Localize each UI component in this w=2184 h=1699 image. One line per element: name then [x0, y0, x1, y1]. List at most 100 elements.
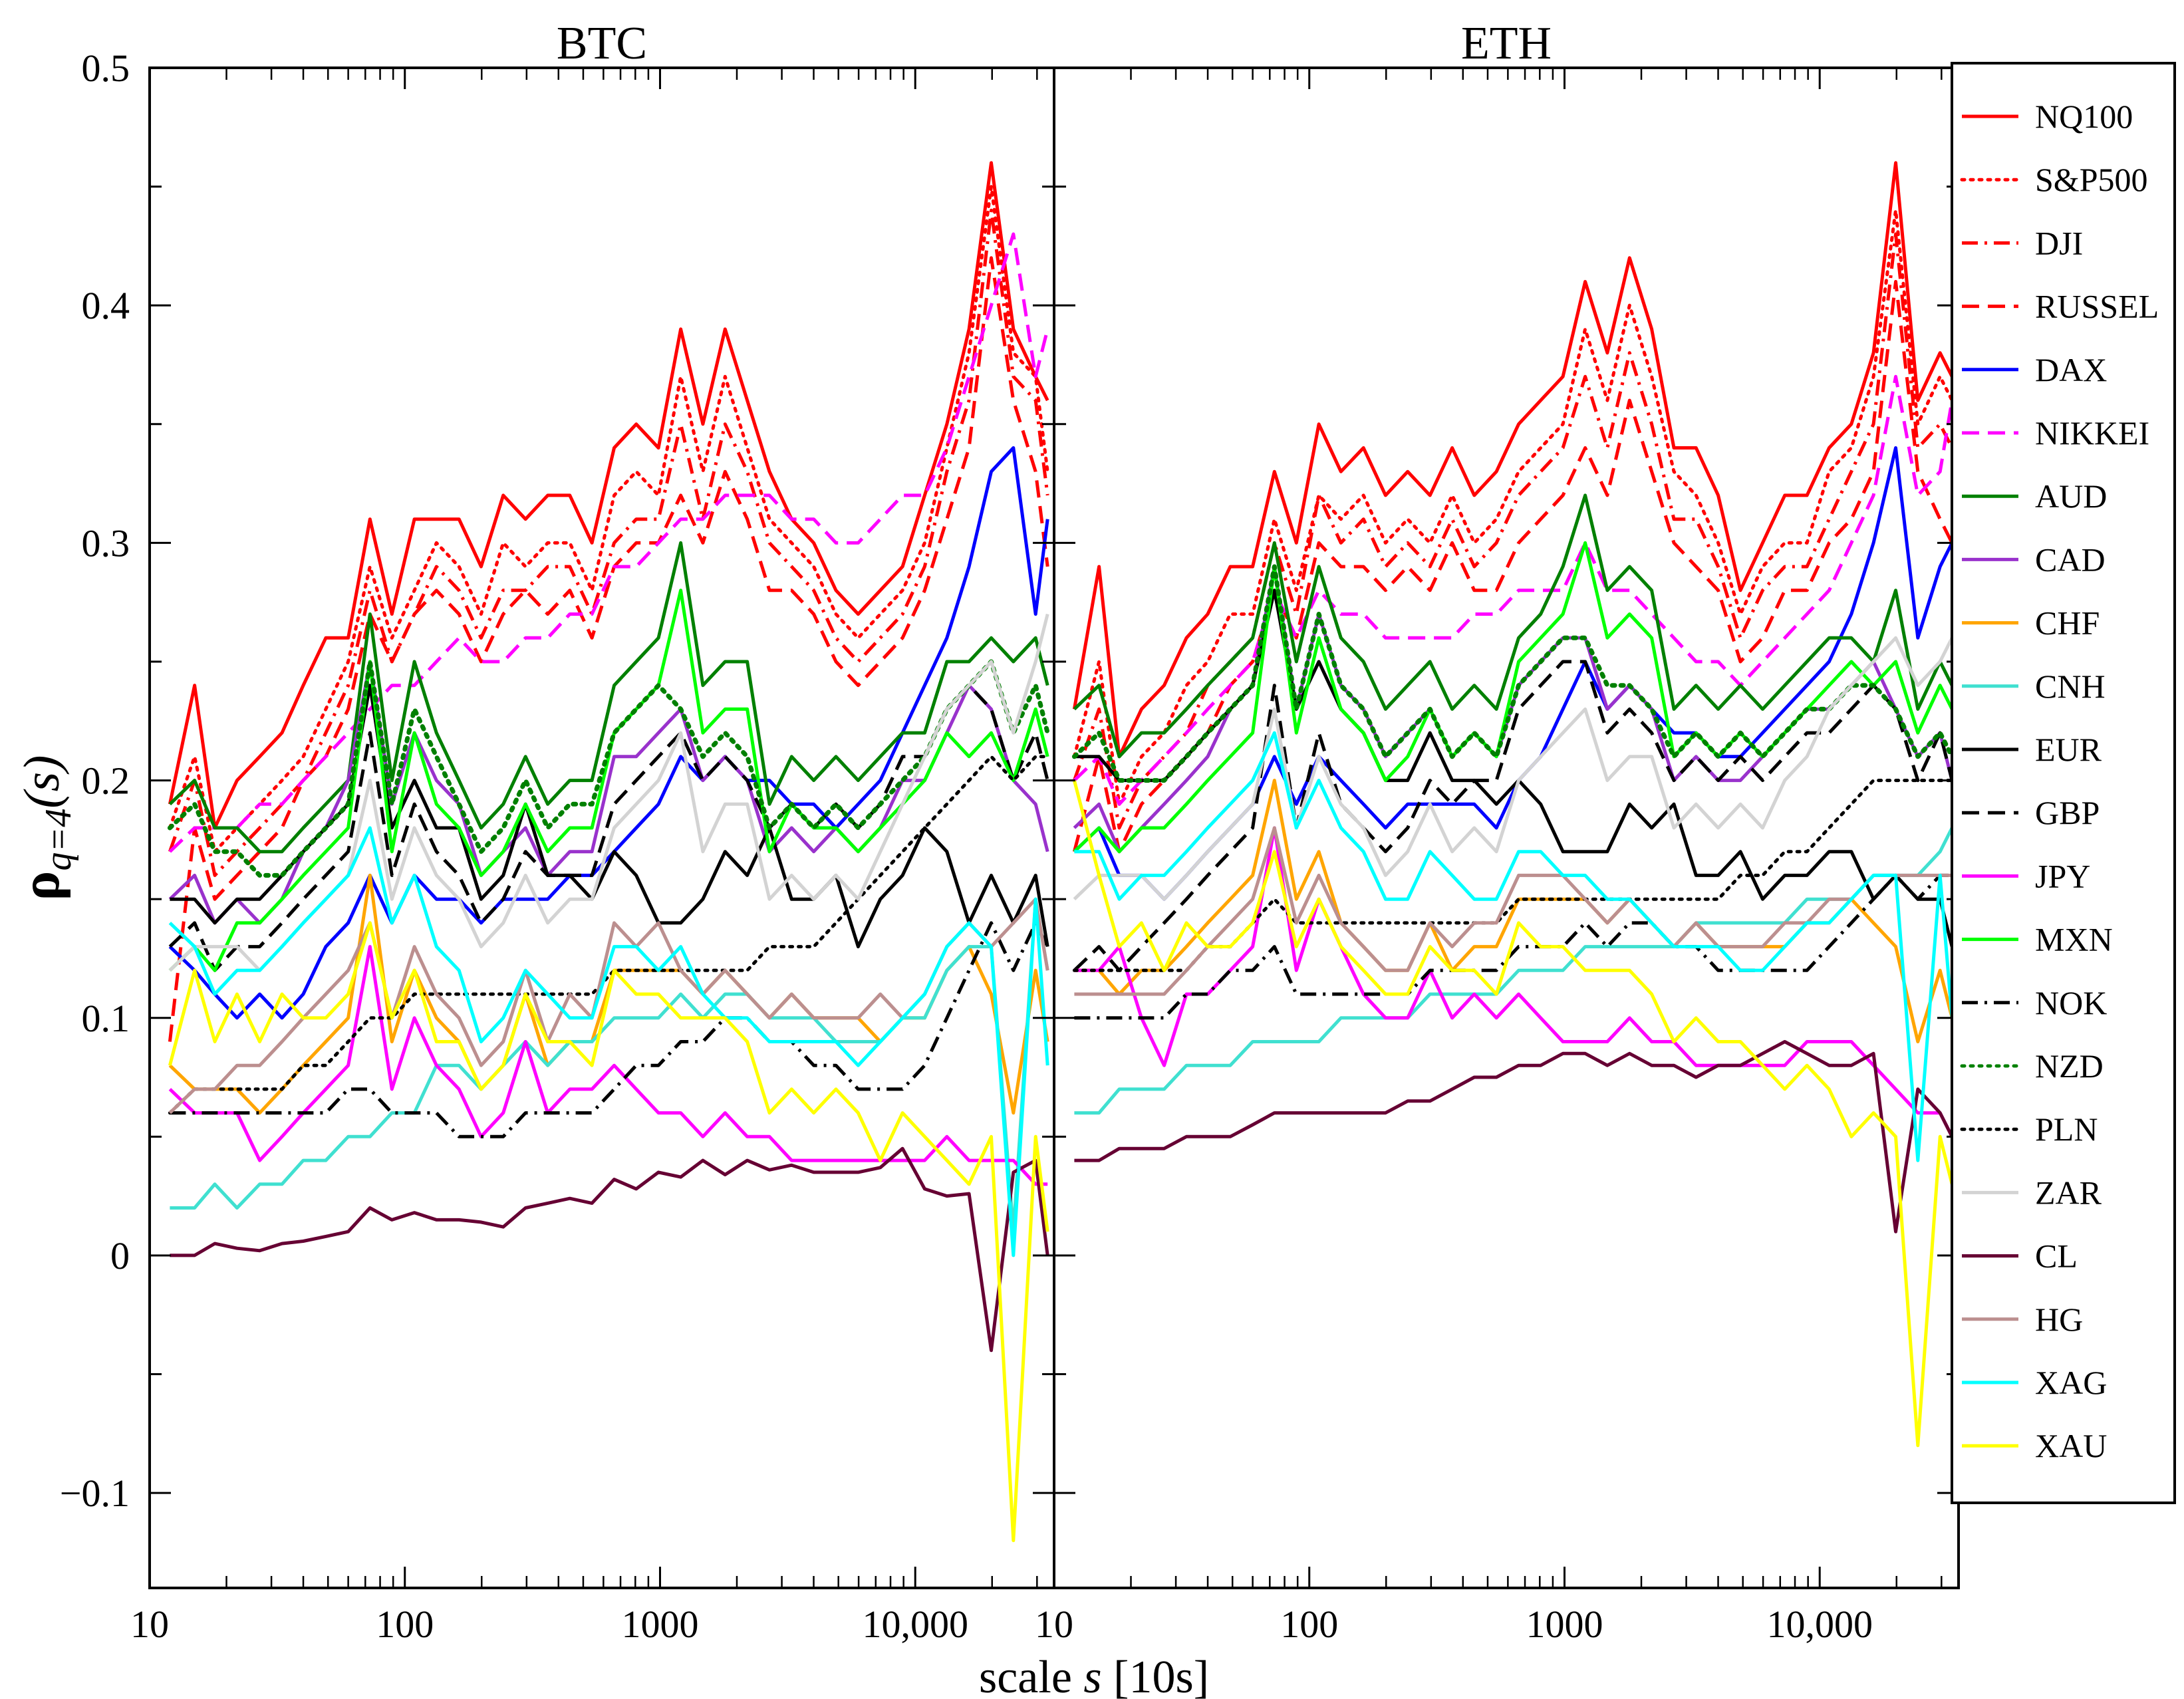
eth-ticks-layer: 10 100 1000 10,000	[1035, 66, 1959, 1646]
eth-series-nikkei	[1073, 374, 1954, 806]
legend-label-russel: RUSSEL	[2035, 288, 2159, 325]
x-axis-title: scale s [10s]	[979, 1652, 1209, 1699]
y-tick-label: 0	[110, 1234, 130, 1277]
btc-ticks-layer: 10 100 1000 10,000	[130, 66, 1054, 1646]
btc-series-nikkei	[168, 232, 1049, 853]
btc-series-cnh	[170, 897, 1049, 1234]
y-tick-label: 0.5	[82, 47, 130, 90]
legend-label-dax: DAX	[2035, 351, 2107, 388]
legend-label-cad: CAD	[2035, 541, 2106, 578]
y-tick-label: 0.3	[82, 521, 130, 565]
legend-label-jpy: JPY	[2035, 857, 2090, 894]
eth-series-cl	[1074, 1040, 1954, 1234]
legend-label-mxn: MXN	[2035, 921, 2113, 958]
eth-series-xag	[1074, 731, 1954, 1162]
legend-item-nikkei: NIKKEI	[1962, 414, 2149, 452]
legend-label-dji: DJI	[2035, 224, 2083, 261]
legend-item-aud: AUD	[1962, 477, 2107, 515]
x-axis-title-suffix: [10s]	[1102, 1652, 1209, 1699]
legend-item-jpy: JPY	[1962, 857, 2090, 894]
legend-item-xau: XAU	[1962, 1427, 2107, 1464]
legend-item-s-p500: S&P500	[1960, 161, 2148, 198]
eth-series-hg	[1074, 826, 1953, 996]
legend-item-zar: ZAR	[1962, 1174, 2102, 1211]
legend-label-pln: PLN	[2035, 1111, 2098, 1148]
legend-item-russel: RUSSEL	[1962, 288, 2159, 325]
legend-label-s-p500: S&P500	[2035, 161, 2148, 198]
x-axis-title-var: s	[1083, 1652, 1101, 1699]
eth-x-tick-label: 1000	[1526, 1603, 1603, 1646]
y-tick-label: 0.4	[82, 284, 130, 327]
legend-item-xag: XAG	[1962, 1364, 2107, 1401]
eth-series-xau	[1072, 779, 1954, 1448]
legend-label-nzd: NZD	[2035, 1047, 2104, 1085]
btc-x-tick-label: 100	[376, 1603, 434, 1646]
legend-item-cad: CAD	[1962, 541, 2106, 578]
legend-item-dax: DAX	[1962, 351, 2107, 388]
btc-series-s-p500	[168, 185, 1049, 854]
legend-box	[1951, 62, 2176, 1504]
legend-item-cnh: CNH	[1962, 668, 2106, 705]
legend-label-eur: EUR	[2035, 731, 2102, 768]
eth-x-tick-label: 10,000	[1766, 1603, 1873, 1646]
legend-item-pln: PLN	[1960, 1111, 2098, 1148]
eth-series-cnh	[1074, 827, 1954, 1115]
eth-series-nzd	[1071, 564, 1955, 783]
eth-panel-title: ETH	[1461, 18, 1552, 69]
legend-label-chf: CHF	[2035, 604, 2100, 642]
legend-items: NQ100 S&P500 DJI RUSSEL DAX NIKKEI AUD CAD CHF CN…	[1960, 98, 2159, 1464]
x-axis-title-prefix: scale	[979, 1652, 1083, 1699]
btc-panel-title: BTC	[557, 18, 647, 69]
eth-series-gbp	[1073, 660, 1954, 972]
eth-series-nok	[1074, 873, 1953, 1020]
legend-item-dji: DJI	[1962, 224, 2083, 261]
legend-label-zar: ZAR	[2035, 1174, 2102, 1211]
legend-label-nok: NOK	[2035, 984, 2107, 1021]
btc-series-layer	[167, 161, 1050, 1543]
btc-series-xag	[168, 826, 1049, 1257]
legend-label-gbp: GBP	[2035, 794, 2100, 831]
eth-series-nq100	[1072, 161, 1954, 759]
btc-x-tick-label: 1000	[621, 1603, 698, 1646]
y-axis-title-arg: (s)	[14, 755, 70, 809]
legend-label-nq100: NQ100	[2035, 98, 2133, 135]
eth-x-tick-label: 100	[1280, 1603, 1338, 1646]
legend-label-cl: CL	[2035, 1238, 2078, 1275]
btc-x-tick-label: 10	[130, 1603, 169, 1646]
btc-series-nzd	[167, 659, 1050, 878]
btc-series-cl	[170, 1146, 1049, 1353]
y-tick-label: 0.2	[82, 759, 130, 803]
legend-item-nq100: NQ100	[1962, 98, 2133, 135]
eth-series-russel	[1072, 280, 1954, 854]
legend-label-xau: XAU	[2035, 1427, 2107, 1464]
eth-series-s-p500	[1072, 208, 1954, 806]
eth-panel: 10 100 1000 10,000 ETH	[1035, 18, 1960, 1646]
btc-series-nq100	[168, 161, 1049, 830]
eth-x-tick-label: 10	[1035, 1603, 1073, 1646]
legend-label-xag: XAG	[2035, 1364, 2107, 1401]
legend: NQ100 S&P500 DJI RUSSEL DAX NIKKEI AUD CAD CHF CN…	[1951, 62, 2176, 1504]
y-axis-title-rho: ρ	[9, 871, 71, 901]
y-tick-label: −0.1	[60, 1472, 130, 1515]
eth-series-layer	[1071, 161, 1955, 1448]
legend-item-mxn: MXN	[1962, 921, 2113, 958]
eth-series-aud	[1073, 493, 1954, 759]
legend-label-cnh: CNH	[2035, 668, 2106, 705]
legend-label-nikkei: NIKKEI	[2035, 414, 2149, 452]
legend-item-nok: NOK	[1962, 984, 2107, 1021]
legend-item-cl: CL	[1962, 1238, 2078, 1275]
btc-series-dji	[168, 208, 1049, 877]
legend-item-chf: CHF	[1962, 604, 2100, 642]
legend-label-aud: AUD	[2035, 477, 2107, 515]
y-tick-labels: −0.1 0 0.1 0.2 0.3 0.4 0.5	[60, 47, 130, 1515]
btc-series-xau	[168, 921, 1049, 1543]
y-axis-title: ρq=4(s)	[9, 755, 79, 901]
legend-item-hg: HG	[1962, 1301, 2083, 1338]
btc-panel: 10 100 1000 10,000 BTC	[130, 18, 1055, 1646]
btc-series-aud	[168, 541, 1049, 854]
eth-series-zar	[1073, 636, 1954, 901]
btc-x-tick-label: 10,000	[862, 1603, 968, 1646]
legend-item-eur: EUR	[1962, 731, 2102, 768]
y-tick-label: 0.1	[82, 997, 130, 1040]
